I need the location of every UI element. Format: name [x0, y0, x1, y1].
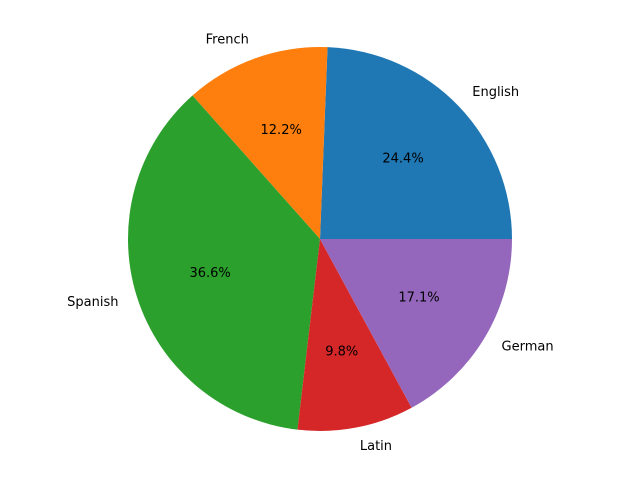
- pie-slice-latin: [297, 239, 412, 431]
- category-label-latin: Latin: [360, 439, 392, 454]
- category-label-french: French: [206, 33, 249, 48]
- pie-labels: English 24.4% French 12.2% Spanish 36.6% Latin…: [67, 33, 553, 454]
- percent-label-english: 24.4%: [382, 152, 423, 167]
- pie-slice-german: [320, 239, 512, 408]
- category-label-spanish: Spanish: [67, 295, 118, 310]
- percent-label-french: 12.2%: [261, 123, 302, 138]
- pie-slice-english: [320, 47, 512, 239]
- percent-label-spanish: 36.6%: [189, 266, 230, 281]
- pie-slice-spanish: [128, 95, 320, 430]
- pie-slice-french: [192, 47, 328, 239]
- pie-slices: [128, 47, 512, 431]
- percent-label-latin: 9.8%: [325, 345, 358, 360]
- category-label-english: English: [472, 85, 519, 100]
- percent-label-german: 17.1%: [398, 290, 439, 305]
- category-label-german: German: [502, 339, 554, 354]
